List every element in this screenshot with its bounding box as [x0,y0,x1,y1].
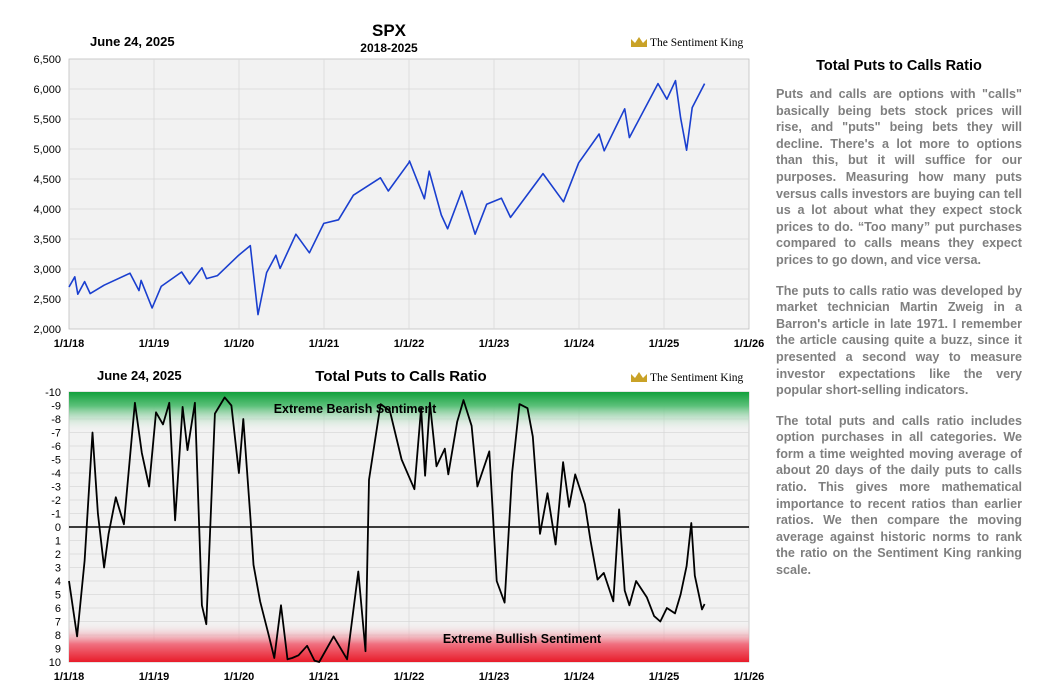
x-tick-label: 1/1/21 [309,671,340,683]
spx-brand-text: The Sentiment King [650,37,744,49]
y-tick-label: -10 [45,387,61,399]
y-tick-label: -2 [51,495,61,507]
ratio-brand-text: The Sentiment King [650,372,744,384]
x-tick-label: 1/1/18 [54,671,85,683]
x-tick-label: 1/1/26 [734,671,765,683]
y-tick-label: 7 [55,617,61,629]
x-tick-label: 1/1/23 [479,671,510,683]
y-tick-label: 5 [55,590,61,602]
x-tick-label: 1/1/22 [394,338,425,350]
y-tick-label: 2,500 [33,294,61,306]
sidebar-panel: Total Puts to Calls Ratio Puts and calls… [776,58,1022,593]
sidebar-paragraph-3: The total puts and calls ratio includes … [776,413,1022,578]
y-tick-label: -9 [51,401,61,413]
spx-title: SPX [372,21,407,40]
x-tick-label: 1/1/25 [649,671,680,683]
y-tick-label: 5,000 [33,144,61,156]
x-tick-label: 1/1/19 [139,671,170,683]
y-tick-label: 3 [55,563,61,575]
y-tick-label: -3 [51,482,61,494]
ratio-chart: June 24, 2025 Total Puts to Calls Ratio … [45,368,764,683]
y-tick-label: 6 [55,603,61,615]
spx-chart: June 24, 2025 SPX 2018-2025 The Sentimen… [33,21,764,350]
y-tick-label: 0 [55,522,61,534]
y-tick-label: -7 [51,428,61,440]
y-tick-label: 8 [55,630,61,642]
x-tick-label: 1/1/24 [564,338,595,350]
sidebar-title: Total Puts to Calls Ratio [816,58,982,74]
y-tick-label: 4,000 [33,204,61,216]
x-tick-label: 1/1/26 [734,338,765,350]
x-tick-label: 1/1/24 [564,671,595,683]
x-tick-label: 1/1/18 [54,338,85,350]
y-tick-label: 1 [55,536,61,548]
ratio-x-axis: 1/1/18 1/1/19 1/1/20 1/1/21 1/1/22 1/1/23 1/1/… [54,671,765,683]
spx-y-axis: 2,000 2,500 3,000 3,500 4,000 4,500 5,000 5,500… [33,54,61,336]
y-tick-label: 9 [55,644,61,656]
crown-icon [631,372,647,382]
ratio-title: Total Puts to Calls Ratio [315,368,486,385]
x-tick-label: 1/1/22 [394,671,425,683]
x-tick-label: 1/1/20 [224,671,255,683]
y-tick-label: 2,000 [33,324,61,336]
y-tick-label: 3,000 [33,264,61,276]
y-tick-label: 4 [55,576,61,588]
y-tick-label: -4 [51,468,61,480]
y-tick-label: 6,500 [33,54,61,66]
spx-x-axis: 1/1/18 1/1/19 1/1/20 1/1/21 1/1/22 1/1/23 1/1/… [54,338,765,350]
y-tick-label: -6 [51,441,61,453]
y-tick-label: -8 [51,414,61,426]
charts-canvas: June 24, 2025 SPX 2018-2025 The Sentimen… [33,21,764,683]
spx-brand: The Sentiment King [631,37,744,49]
ratio-y-axis: -10 -9-8 -7-6 -5-4 -3-2 -10 12 34 56 78 910 [45,387,61,669]
extreme-bullish-zone [69,622,749,662]
ratio-date: June 24, 2025 [97,368,182,383]
y-tick-label: 2 [55,549,61,561]
y-tick-label: 4,500 [33,174,61,186]
bullish-zone-label: Extreme Bullish Sentiment [443,632,602,646]
x-tick-label: 1/1/19 [139,338,170,350]
spx-subtitle: 2018-2025 [360,41,418,55]
ratio-moving-average-line [68,396,706,663]
spx-date: June 24, 2025 [90,34,175,49]
x-tick-label: 1/1/21 [309,338,340,350]
sidebar-paragraph-2: The puts to calls ratio was developed by… [776,283,1022,398]
x-tick-label: 1/1/20 [224,338,255,350]
crown-icon [631,37,647,47]
x-tick-label: 1/1/25 [649,338,680,350]
y-tick-label: 6,000 [33,84,61,96]
y-tick-label: 3,500 [33,234,61,246]
x-tick-label: 1/1/23 [479,338,510,350]
sidebar-paragraph-1: Puts and calls are options with "calls" … [776,87,1022,267]
bearish-zone-label: Extreme Bearish Sentiment [274,402,437,416]
y-tick-label: 5,500 [33,114,61,126]
y-tick-label: 10 [49,657,61,669]
spx-price-line [68,79,706,316]
y-tick-label: -5 [51,455,61,467]
ratio-brand: The Sentiment King [631,372,744,384]
spx-gridlines [69,59,749,329]
y-tick-label: -1 [51,509,61,521]
